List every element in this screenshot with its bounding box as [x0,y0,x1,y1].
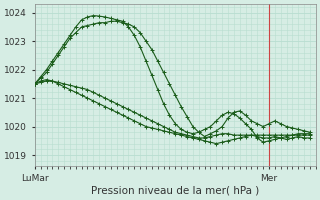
X-axis label: Pression niveau de la mer( hPa ): Pression niveau de la mer( hPa ) [91,186,260,196]
